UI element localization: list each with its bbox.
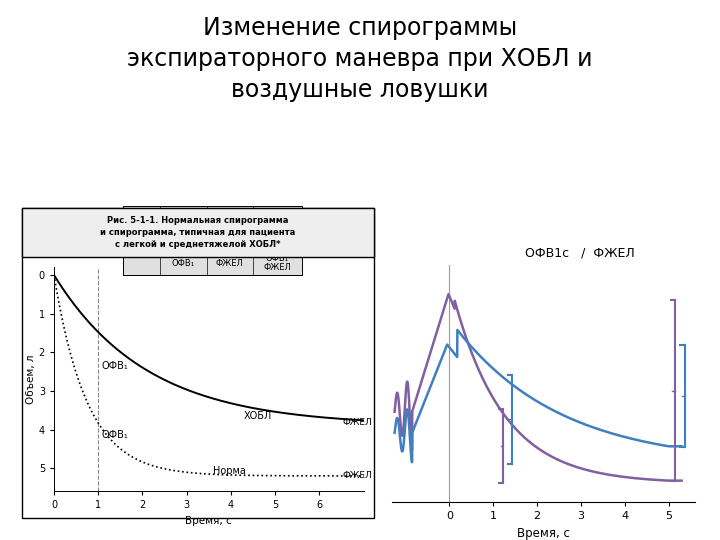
X-axis label: Время, с: Время, с [186, 516, 232, 526]
Text: ОФВ₁: ОФВ₁ [102, 430, 128, 441]
Text: 5,200: 5,200 [218, 235, 242, 245]
Bar [122, 251, 302, 275]
Text: ОФВ1с   /  ФЖЕЛ: ОФВ1с / ФЖЕЛ [525, 246, 635, 259]
Y-axis label: Объем, л: Объем, л [26, 355, 36, 404]
Text: Изменение спирограммы
экспираторного маневра при ХОБЛ и
воздушные ловушки: Изменение спирограммы экспираторного ман… [127, 16, 593, 102]
Text: ОФВ₁: ОФВ₁ [172, 259, 195, 267]
Bar [122, 206, 302, 275]
Text: ХОБЛ: ХОБЛ [129, 213, 153, 222]
Text: 0,80: 0,80 [268, 235, 287, 245]
Text: ФЖЕЛ: ФЖЕЛ [343, 418, 372, 427]
Text: 4,150: 4,150 [171, 235, 195, 245]
Text: ОФВ₁: ОФВ₁ [102, 361, 128, 371]
Text: ОФВ₁
ФЖЕЛ: ОФВ₁ ФЖЕЛ [264, 254, 292, 272]
Text: ХОБЛ: ХОБЛ [244, 411, 272, 421]
Text: Рис. 5-1-1. Нормальная спирограмма
и спирограмма, типичная для пациента
с легкой: Рис. 5-1-1. Нормальная спирограмма и спи… [100, 216, 296, 248]
X-axis label: Время, с: Время, с [517, 527, 570, 540]
Text: 0,60: 0,60 [268, 213, 287, 222]
Text: ФЖЕЛ: ФЖЕЛ [216, 259, 244, 267]
Text: ФЖЕЛ: ФЖЕЛ [343, 471, 372, 480]
Text: 2,350: 2,350 [171, 213, 195, 222]
Text: 3,900: 3,900 [218, 213, 242, 222]
Text: Норма: Норма [127, 235, 156, 245]
Text: Норма: Норма [213, 467, 246, 476]
